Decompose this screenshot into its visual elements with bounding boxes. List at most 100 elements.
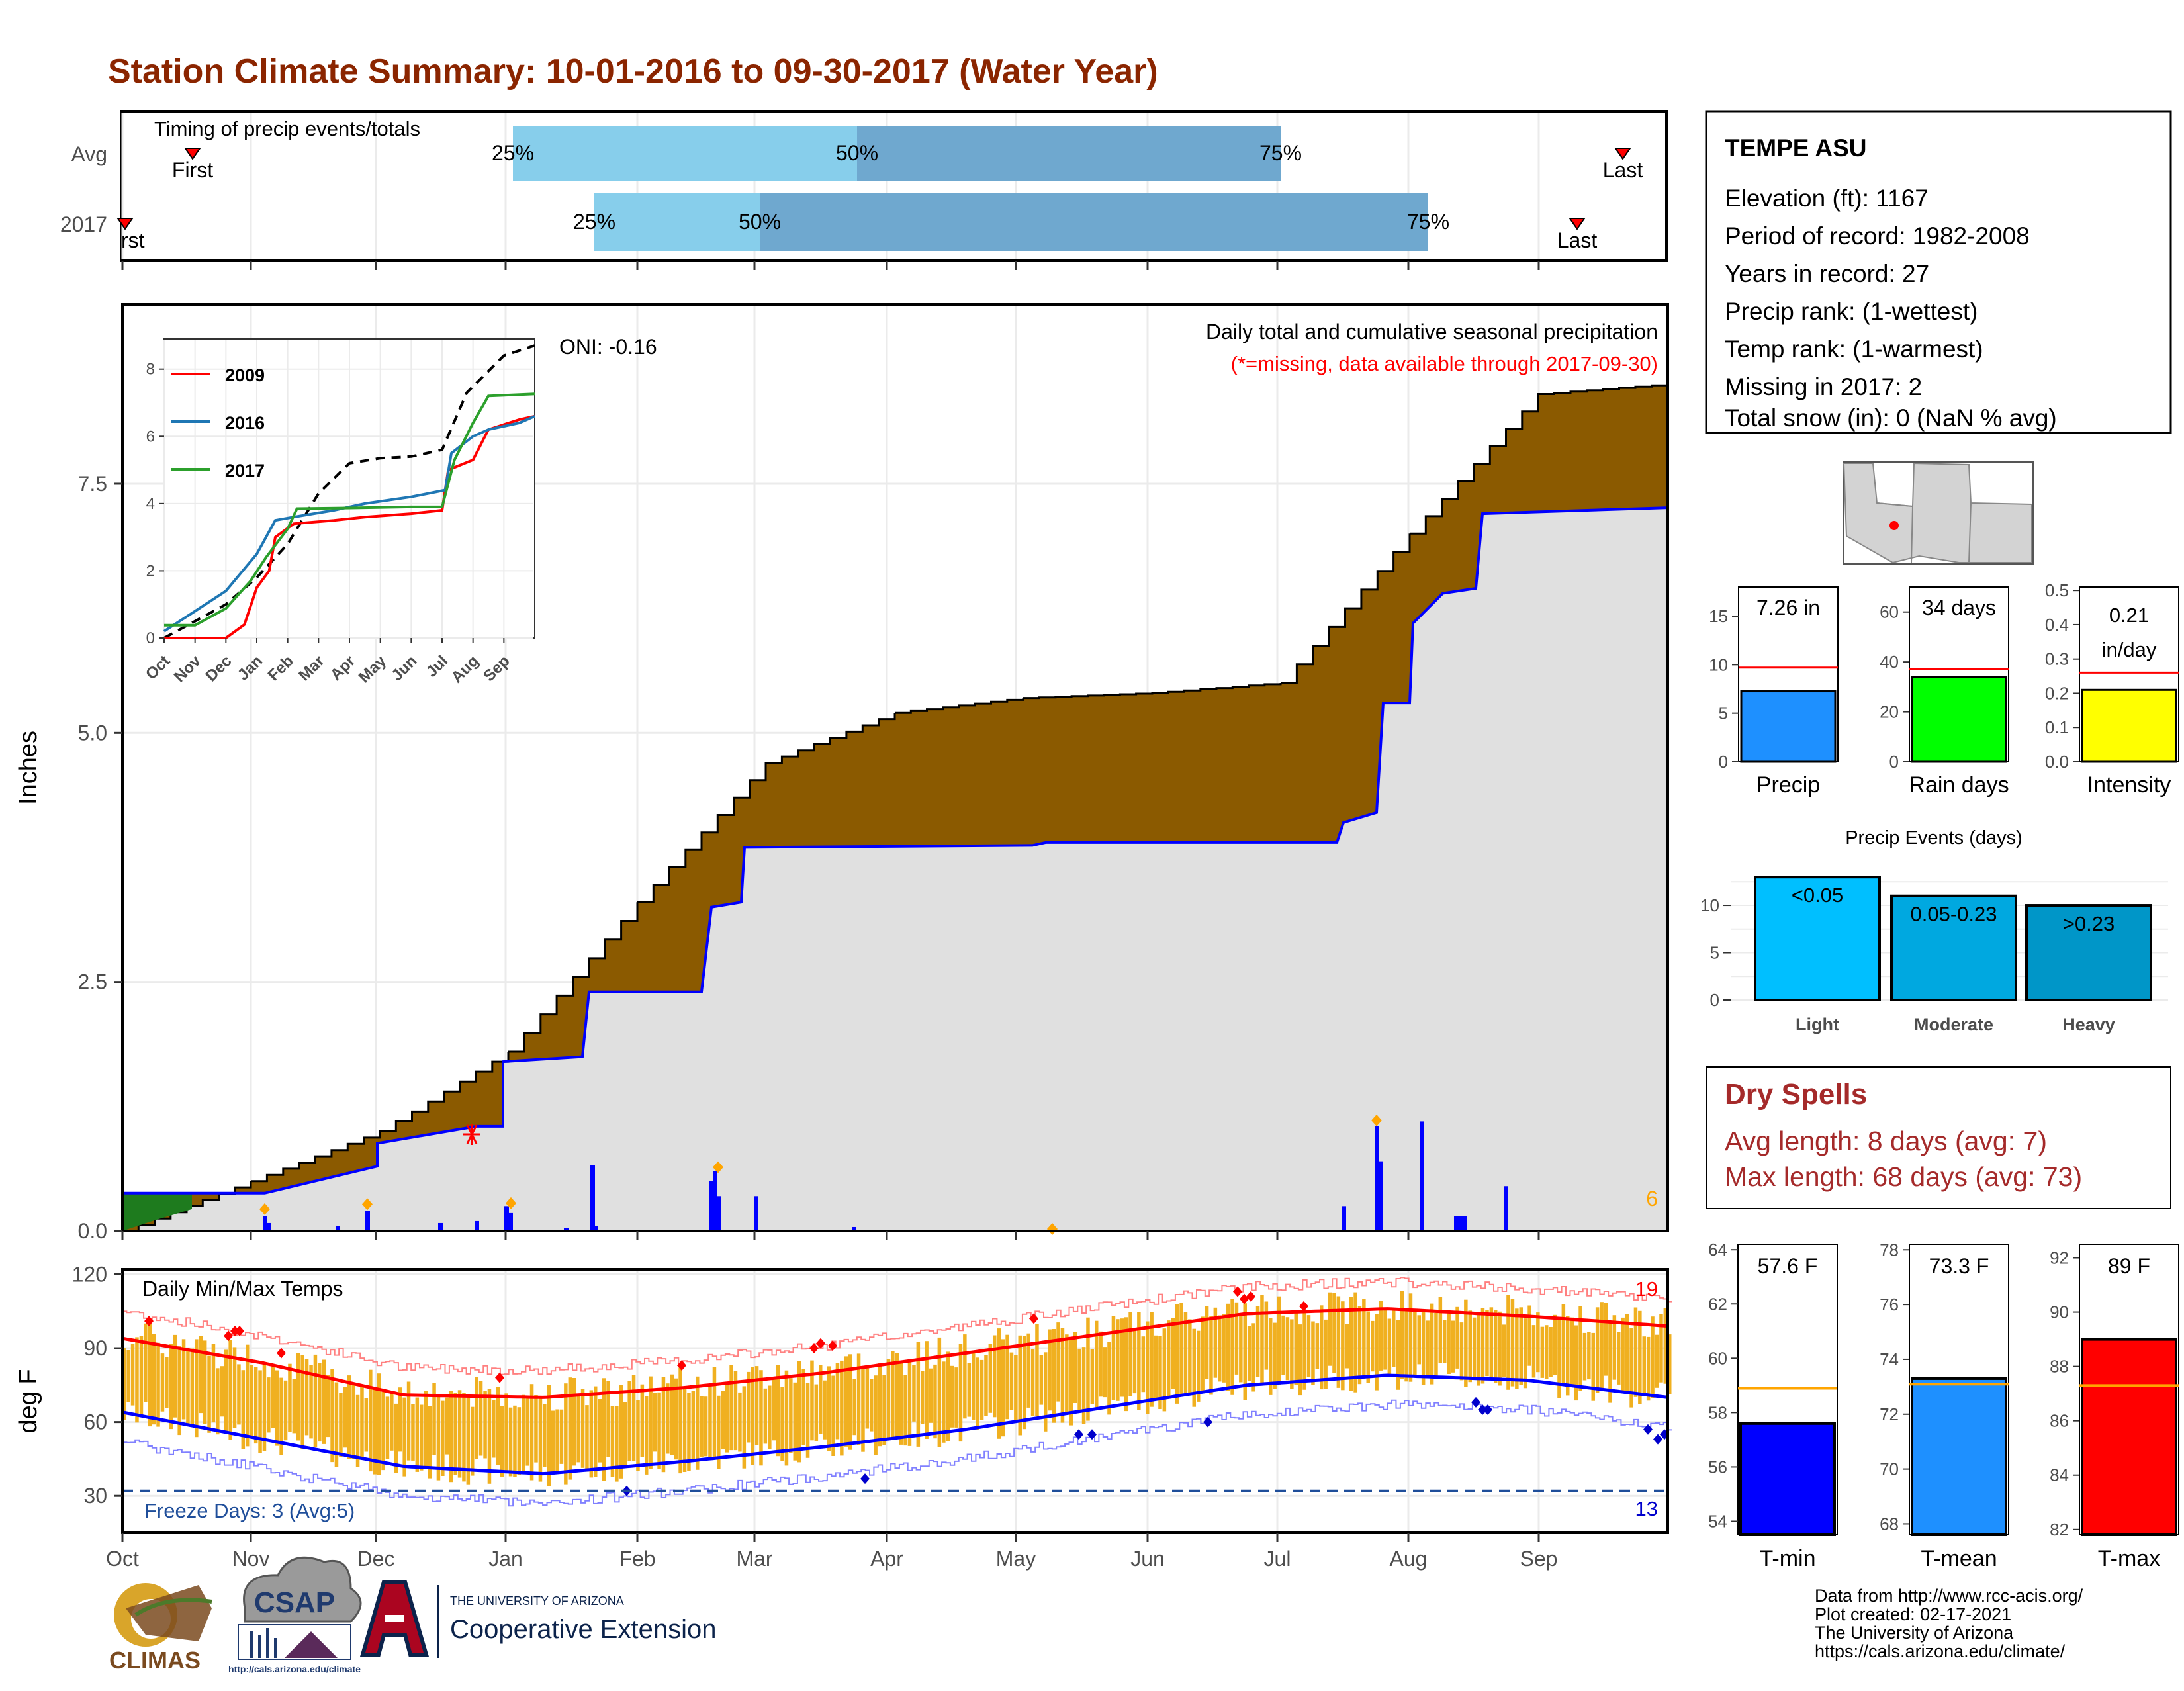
daily-precip-bar [716,1196,721,1231]
heavy-event-marker [1371,1114,1382,1126]
daily-temp-bar [793,1382,797,1461]
daily-temp-bar [784,1370,789,1466]
daily-temp-bar [343,1387,347,1448]
daily-temp-bar [292,1379,296,1434]
daily-temp-bar [1099,1331,1103,1397]
daily-temp-bar [712,1367,717,1458]
station-location-dot [1889,521,1899,530]
daily-temp-bar [1298,1324,1302,1396]
summary-precip-bars: 0 5 10 15 7.26 in Precip 0 20 40 60 34 days Rain da… [1709,580,2179,798]
daily-temp-bar [232,1347,237,1428]
avg-timing-bar-late [857,126,1281,181]
daily-temp-bar [564,1383,568,1485]
daily-temp-bar [478,1381,483,1456]
location-map [1843,461,2034,565]
record-low-marker [1483,1404,1492,1416]
daily-temp-bar [1251,1323,1255,1392]
daily-temp-bar [496,1387,500,1465]
daily-temp-bar [895,1353,899,1437]
daily-temp-bar [220,1366,224,1417]
daily-temp-bar [678,1367,682,1474]
daily-temp-bar [1273,1322,1277,1389]
daily-temp-bar [1311,1321,1315,1385]
daily-temp-bar [717,1395,721,1469]
temp-bar-value: 89 F [2108,1254,2150,1278]
daily-temp-bar [631,1375,636,1461]
daily-temp-bar [415,1397,420,1472]
daily-temp-bar [216,1368,220,1435]
daily-temp-bar [275,1370,279,1446]
daily-temp-bar [148,1324,152,1427]
events-ytick-label: 5 [1710,943,1719,963]
daily-temp-bar [1285,1317,1290,1381]
daily-temp-bar [1192,1328,1196,1407]
daily-temp-bar [1315,1323,1320,1369]
temp-xtick-label: Feb [619,1547,655,1571]
daily-temp-bar [334,1382,339,1467]
daily-temp-bar [253,1367,258,1444]
temp-bar-ytick-label: 86 [2050,1411,2069,1431]
daily-temp-bar [1243,1303,1247,1400]
daily-temp-bar [1570,1317,1574,1386]
daily-temp-bar [525,1398,529,1466]
avg-tmax-line [122,1307,1668,1399]
daily-temp-bar [1294,1310,1298,1385]
daily-temp-bar [1642,1336,1646,1396]
daily-temp-bar [805,1383,810,1458]
daily-temp-bar [912,1365,916,1422]
missing-note: (*=missing, data available through 2017-… [1231,352,1658,375]
csap-url: http://cals.arizona.edu/climate [228,1664,361,1674]
daily-temp-bar [696,1376,700,1470]
daily-temp-bar [186,1348,190,1425]
daily-temp-bar [649,1376,653,1469]
missing-data-marker [463,1124,480,1145]
daily-temp-bar [1205,1306,1209,1379]
daily-temp-bar [1018,1335,1022,1436]
daily-temp-bar [466,1394,471,1485]
daily-temp-bar [1510,1299,1515,1387]
daily-temp-bar [369,1369,373,1472]
temp-xtick-label: Dec [357,1547,395,1571]
freeze-label: Freeze Days: 3 (Avg:5) [144,1499,355,1522]
daily-temp-bar [271,1367,275,1428]
temp-label: Daily Min/Max Temps [142,1277,343,1301]
temp-xtick-label: Apr [870,1547,903,1571]
daily-temp-bar [326,1375,330,1438]
daily-temp-bar [1255,1306,1260,1377]
events-ytick-label: 10 [1700,895,1719,915]
daily-temp-bar [1404,1308,1408,1382]
record-low-marker [1653,1434,1662,1445]
daily-temp-bar [907,1359,912,1446]
daily-temp-bar [534,1395,538,1463]
daily-temp-bar [903,1375,907,1446]
record-high-marker [235,1325,244,1336]
temp-ylabel: deg F [15,1369,42,1433]
temp-bar-fill [2081,1338,2177,1536]
temp-bar-ytick-label: 78 [1880,1240,1899,1259]
temp-bar-ytick-label: 90 [2050,1303,2069,1322]
summary-value-unit: in/day [2102,638,2157,661]
precip-ytick-label: 0.0 [78,1219,107,1243]
daily-temp-bar [997,1328,1001,1439]
daily-temp-bar [1527,1305,1531,1366]
daily-precip-bar [266,1222,271,1231]
temp-xtick-label: Jan [488,1547,523,1571]
temp-bar-value: 73.3 F [1929,1254,1989,1278]
daily-temp-bar [1341,1301,1345,1391]
daily-temp-bar [1506,1295,1510,1390]
daily-temp-bar [199,1336,203,1414]
daily-temp-bar [1574,1325,1578,1401]
inset-2016-line [163,414,535,633]
summary-ytick-label: 60 [1880,602,1899,622]
daily-temp-bar [1646,1336,1651,1401]
precip-ytick-label: 7.5 [78,472,107,496]
daily-temp-bar [504,1393,508,1471]
daily-temp-bar [776,1365,780,1457]
daily-temp-bar [1022,1336,1026,1430]
daily-temp-bar [385,1396,390,1459]
daily-temp-bar [1608,1321,1612,1403]
daily-temp-bar [1162,1328,1167,1412]
daily-temp-bar [1396,1320,1400,1390]
daily-temp-bar [1044,1352,1048,1432]
temp-bar-ytick-label: 70 [1880,1459,1899,1479]
